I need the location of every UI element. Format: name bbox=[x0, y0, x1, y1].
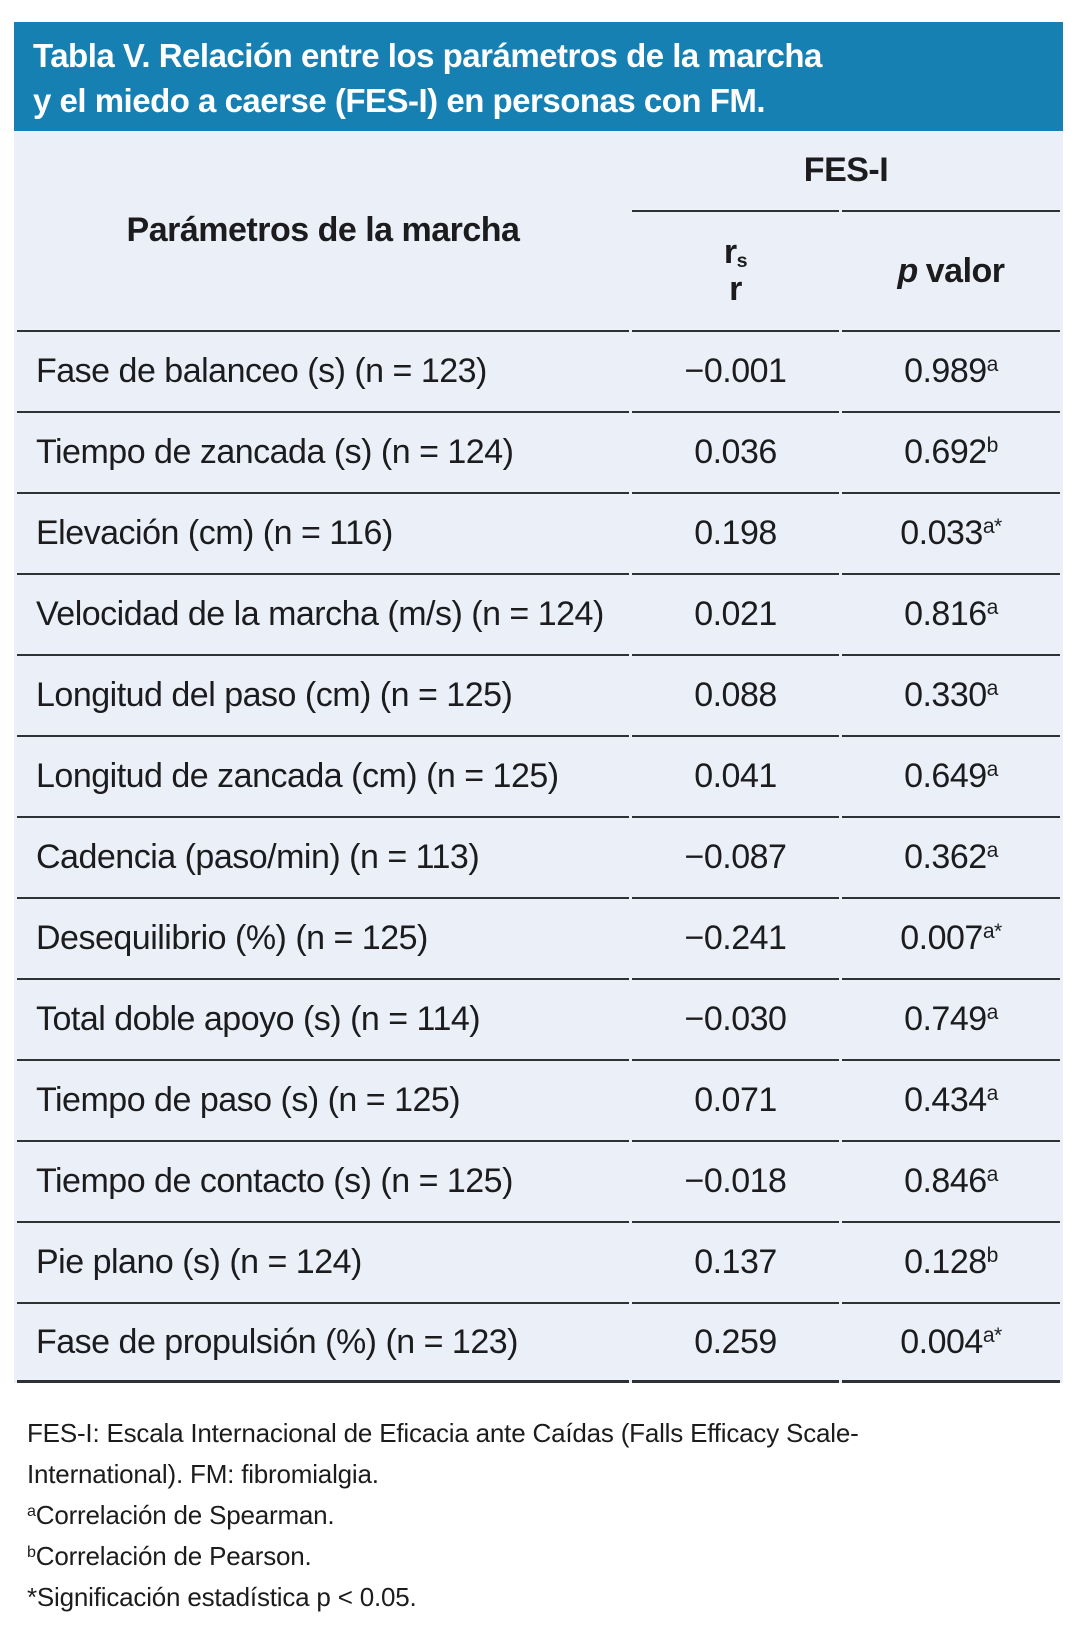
r-value-cell: 0.036 bbox=[632, 411, 839, 492]
param-cell: Longitud del paso (cm) (n = 125) bbox=[17, 654, 629, 735]
footnote-pearson: bCorrelación de Pearson. bbox=[27, 1541, 312, 1571]
p-superscript: a bbox=[986, 1082, 999, 1106]
p-value-cell: 0.007a* bbox=[842, 897, 1060, 978]
param-cell: Tiempo de paso (s) (n = 125) bbox=[17, 1059, 629, 1140]
p-value-cell: 0.362a bbox=[842, 816, 1060, 897]
table-row: Desequilibrio (%) (n = 125) −0.241 0.007… bbox=[17, 897, 1060, 978]
p-superscript: a* bbox=[982, 920, 1002, 944]
table-row: Fase de propulsión (%) (n = 123) 0.259 0… bbox=[17, 1302, 1060, 1383]
r-value-cell: 0.137 bbox=[632, 1221, 839, 1302]
header-row-group: Parámetros de la marcha FES-I bbox=[17, 131, 1060, 249]
footnote-a-marker: a bbox=[27, 1501, 36, 1520]
r-value-cell: 0.071 bbox=[632, 1059, 839, 1140]
param-cell: Velocidad de la marcha (m/s) (n = 124) bbox=[17, 573, 629, 654]
p-superscript: a bbox=[986, 1163, 999, 1187]
rs-subscript: s bbox=[736, 249, 748, 272]
p-symbol: p bbox=[897, 251, 918, 290]
r-value-cell: −0.030 bbox=[632, 978, 839, 1059]
r-value-cell: 0.021 bbox=[632, 573, 839, 654]
title-line-1: Tabla V. Relación entre los parámetros d… bbox=[33, 37, 822, 74]
footnote-abbrev-line-1: FES-I: Escala Internacional de Eficacia … bbox=[27, 1418, 859, 1448]
footnote-b-marker: b bbox=[27, 1542, 36, 1561]
table-area: Parámetros de la marcha FES-I rs r p valo… bbox=[14, 131, 1063, 1383]
footnote-significance: *Significación estadística p < 0.05. bbox=[27, 1582, 417, 1612]
r-value-cell: 0.041 bbox=[632, 735, 839, 816]
r-symbol: r bbox=[729, 270, 742, 308]
p-superscript: a* bbox=[982, 515, 1002, 539]
r-value-cell: −0.241 bbox=[632, 897, 839, 978]
param-cell: Cadencia (paso/min) (n = 113) bbox=[17, 816, 629, 897]
r-value-cell: −0.087 bbox=[632, 816, 839, 897]
param-cell: Pie plano (s) (n = 124) bbox=[17, 1221, 629, 1302]
p-superscript: a bbox=[986, 839, 999, 863]
header-row-sub: rs r p valor bbox=[17, 210, 1060, 330]
r-value-cell: −0.001 bbox=[632, 330, 839, 411]
p-value-cell: 0.846a bbox=[842, 1140, 1060, 1221]
p-superscript: a bbox=[986, 758, 999, 782]
param-cell: Desequilibrio (%) (n = 125) bbox=[17, 897, 629, 978]
p-superscript: a* bbox=[982, 1323, 1002, 1347]
p-value-cell: 0.649a bbox=[842, 735, 1060, 816]
table-row: Tiempo de contacto (s) (n = 125) −0.018 … bbox=[17, 1140, 1060, 1221]
p-value-cell: 0.989a bbox=[842, 330, 1060, 411]
p-value-cell: 0.434a bbox=[842, 1059, 1060, 1140]
table-row: Velocidad de la marcha (m/s) (n = 124) 0… bbox=[17, 573, 1060, 654]
table-row: Tiempo de zancada (s) (n = 124) 0.036 0.… bbox=[17, 411, 1060, 492]
page: { "colors":{ "banner_bg":"#1780B2", "ban… bbox=[0, 22, 1080, 1641]
param-cell: Fase de balanceo (s) (n = 123) bbox=[17, 330, 629, 411]
group-header-fes-i: FES-I bbox=[803, 151, 889, 189]
p-value-cell: 0.749a bbox=[842, 978, 1060, 1059]
table-row: Pie plano (s) (n = 124) 0.137 0.128b bbox=[17, 1221, 1060, 1302]
table-row: Elevación (cm) (n = 116) 0.198 0.033a* bbox=[17, 492, 1060, 573]
p-value-cell: 0.816a bbox=[842, 573, 1060, 654]
r-value-cell: 0.198 bbox=[632, 492, 839, 573]
p-superscript: b bbox=[986, 434, 999, 458]
r-value-cell: 0.088 bbox=[632, 654, 839, 735]
param-cell: Fase de propulsión (%) (n = 123) bbox=[17, 1302, 629, 1383]
subheader-p-valor: p valor bbox=[842, 210, 1060, 330]
col-header-parametros: Parámetros de la marcha bbox=[126, 211, 520, 249]
p-value-cell: 0.004a* bbox=[842, 1302, 1060, 1383]
p-value-cell: 0.033a* bbox=[842, 492, 1060, 573]
gait-fes-table: Parámetros de la marcha FES-I rs r p valo… bbox=[14, 131, 1063, 1383]
table-row: Longitud de zancada (cm) (n = 125) 0.041… bbox=[17, 735, 1060, 816]
p-value-cell: 0.128b bbox=[842, 1221, 1060, 1302]
p-superscript: a bbox=[986, 596, 999, 620]
footnote-abbrev-line-2: International). FM: fibromialgia. bbox=[27, 1459, 379, 1489]
footnote-spearman: aCorrelación de Spearman. bbox=[27, 1500, 335, 1530]
param-cell: Total doble apoyo (s) (n = 114) bbox=[17, 978, 629, 1059]
param-cell: Tiempo de zancada (s) (n = 124) bbox=[17, 411, 629, 492]
param-cell: Elevación (cm) (n = 116) bbox=[17, 492, 629, 573]
p-superscript: a bbox=[986, 677, 999, 701]
r-value-cell: 0.259 bbox=[632, 1302, 839, 1383]
rs-symbol: r bbox=[723, 233, 737, 271]
table-title-banner: Tabla V. Relación entre los parámetros d… bbox=[14, 22, 1063, 131]
subheader-rs: rs r bbox=[632, 210, 839, 330]
p-value-cell: 0.692b bbox=[842, 411, 1060, 492]
p-superscript: a bbox=[986, 1001, 999, 1025]
table-row: Longitud del paso (cm) (n = 125) 0.088 0… bbox=[17, 654, 1060, 735]
table-row: Fase de balanceo (s) (n = 123) −0.001 0.… bbox=[17, 330, 1060, 411]
table-row: Total doble apoyo (s) (n = 114) −0.030 0… bbox=[17, 978, 1060, 1059]
r-value-cell: −0.018 bbox=[632, 1140, 839, 1221]
p-valor-label: valor bbox=[925, 251, 1005, 290]
title-line-2: y el miedo a caerse (FES-I) en personas … bbox=[33, 82, 766, 119]
p-value-cell: 0.330a bbox=[842, 654, 1060, 735]
p-superscript: b bbox=[986, 1244, 999, 1268]
table-row: Tiempo de paso (s) (n = 125) 0.071 0.434… bbox=[17, 1059, 1060, 1140]
footnotes: FES-I: Escala Internacional de Eficacia … bbox=[27, 1413, 1040, 1618]
table-row: Cadencia (paso/min) (n = 113) −0.087 0.3… bbox=[17, 816, 1060, 897]
p-superscript: a bbox=[986, 353, 999, 377]
param-cell: Tiempo de contacto (s) (n = 125) bbox=[17, 1140, 629, 1221]
param-cell: Longitud de zancada (cm) (n = 125) bbox=[17, 735, 629, 816]
